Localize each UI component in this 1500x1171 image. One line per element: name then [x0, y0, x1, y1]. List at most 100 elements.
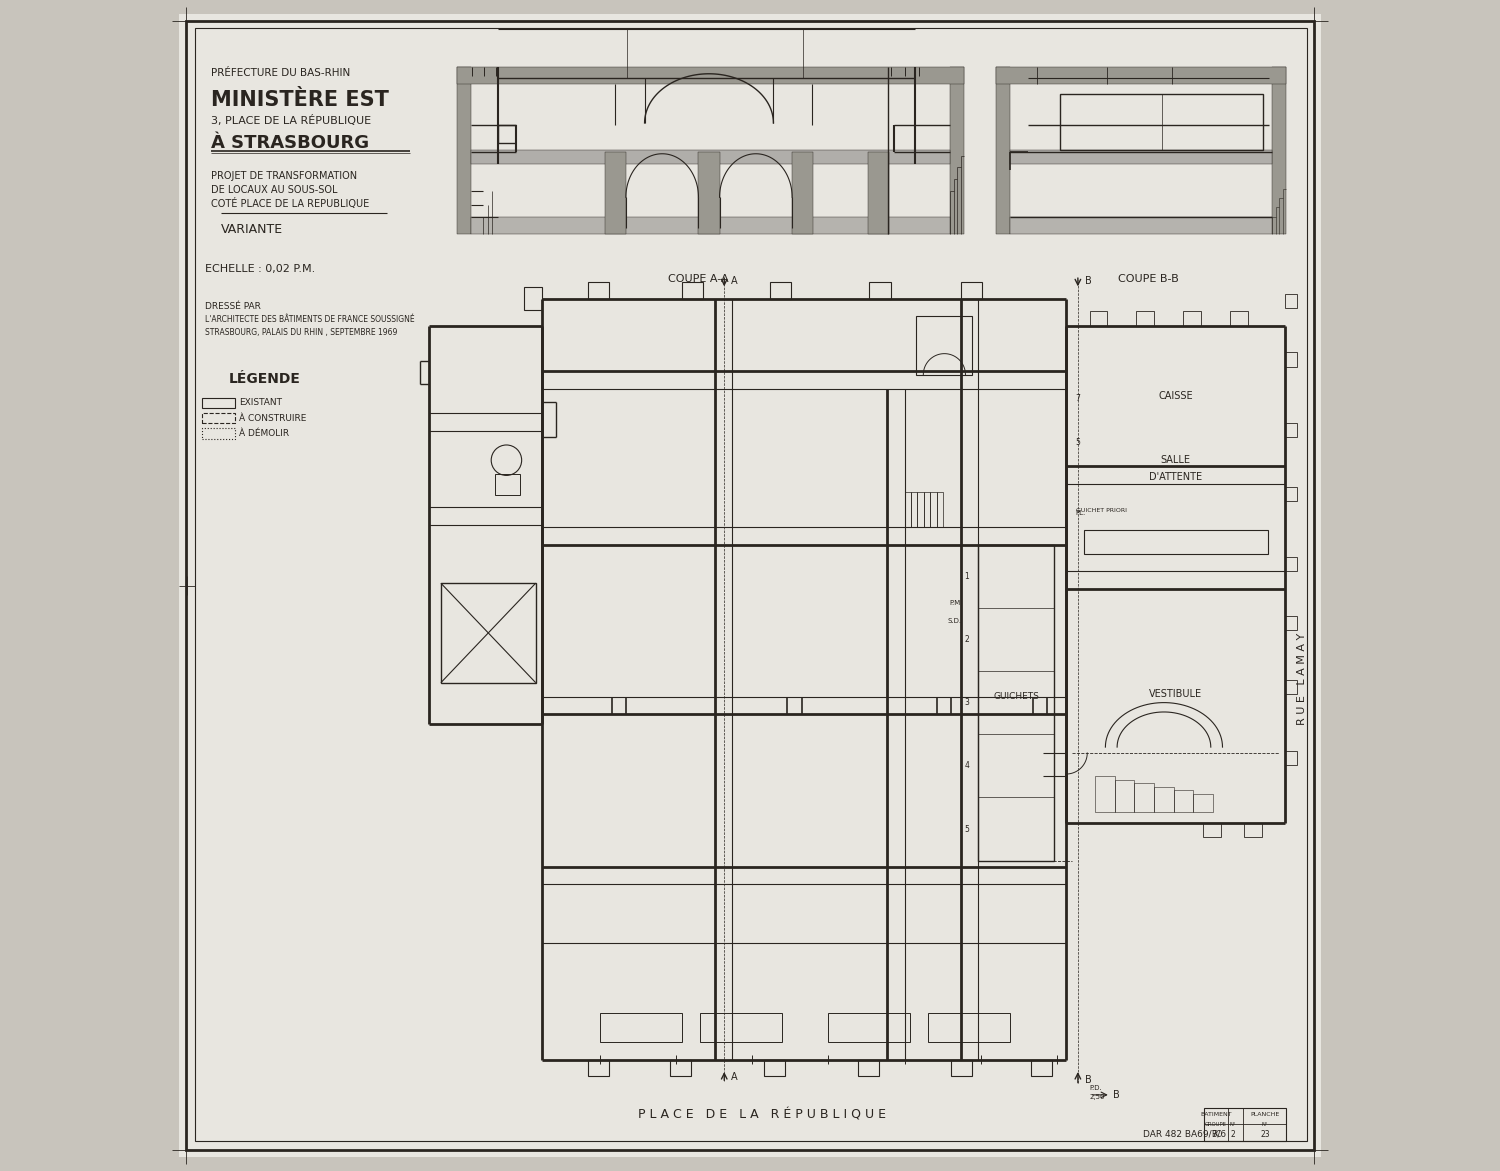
- Bar: [1010, 217, 1272, 234]
- Bar: [1134, 783, 1154, 812]
- Text: N°: N°: [1262, 1122, 1269, 1127]
- Bar: [670, 1060, 692, 1076]
- Text: P.M: P.M: [950, 600, 960, 607]
- Bar: [1244, 823, 1262, 837]
- Bar: [916, 316, 972, 375]
- Bar: [202, 429, 236, 438]
- Text: MINISTÈRE EST: MINISTÈRE EST: [211, 89, 388, 110]
- Bar: [1137, 311, 1154, 326]
- Bar: [1286, 423, 1298, 437]
- Text: LÉGENDE: LÉGENDE: [230, 372, 302, 386]
- Bar: [1154, 787, 1173, 812]
- Bar: [1204, 1108, 1287, 1141]
- Bar: [828, 1013, 910, 1042]
- Text: DAR 482 BA69/7/6: DAR 482 BA69/7/6: [1143, 1129, 1227, 1138]
- Bar: [918, 492, 924, 527]
- Text: GROUPE: GROUPE: [1204, 1122, 1227, 1127]
- Bar: [524, 287, 542, 310]
- Bar: [1184, 311, 1202, 326]
- Text: GUICHETS: GUICHETS: [993, 692, 1039, 701]
- Text: À DÉMOLIR: À DÉMOLIR: [240, 429, 290, 438]
- Text: B: B: [1113, 1090, 1120, 1100]
- Text: 5: 5: [1076, 438, 1080, 447]
- Text: CAISSE: CAISSE: [1158, 391, 1192, 400]
- Bar: [764, 1060, 784, 1076]
- Text: ECHELLE : 0,02 P.M.: ECHELLE : 0,02 P.M.: [206, 265, 315, 274]
- Text: BATIMENT: BATIMENT: [1200, 1112, 1231, 1117]
- Bar: [996, 67, 1010, 234]
- Text: N°: N°: [1228, 1122, 1236, 1127]
- Bar: [588, 1060, 609, 1076]
- Bar: [951, 1060, 972, 1076]
- Text: PLANCHE: PLANCHE: [1251, 1112, 1280, 1117]
- Text: B: B: [1084, 276, 1092, 286]
- Bar: [910, 492, 918, 527]
- Bar: [458, 67, 964, 84]
- Bar: [868, 152, 889, 234]
- Text: COUPE B-B: COUPE B-B: [1118, 274, 1179, 283]
- Text: PRÉFECTURE DU BAS-RHIN: PRÉFECTURE DU BAS-RHIN: [211, 68, 351, 77]
- Bar: [928, 1013, 1010, 1042]
- Bar: [870, 282, 891, 299]
- Text: STRASBOURG, PALAIS DU RHIN , SEPTEMBRE 1969: STRASBOURG, PALAIS DU RHIN , SEPTEMBRE 1…: [206, 328, 398, 337]
- Text: DRESSÉ PAR: DRESSÉ PAR: [206, 302, 261, 311]
- Bar: [924, 492, 930, 527]
- Text: SALLE: SALLE: [1161, 456, 1191, 465]
- Text: PROJET DE TRANSFORMATION: PROJET DE TRANSFORMATION: [211, 171, 357, 180]
- Bar: [930, 492, 938, 527]
- Text: COTÉ PLACE DE LA REPUBLIQUE: COTÉ PLACE DE LA REPUBLIQUE: [211, 198, 369, 210]
- Text: EXISTANT: EXISTANT: [240, 398, 282, 408]
- Bar: [1230, 311, 1248, 326]
- Bar: [202, 412, 236, 423]
- Bar: [1286, 751, 1298, 765]
- Text: 2: 2: [1230, 1130, 1234, 1139]
- Text: 2,50: 2,50: [1089, 1094, 1106, 1101]
- Text: D'ATTENTE: D'ATTENTE: [1149, 472, 1202, 481]
- Text: DE LOCAUX AU SOUS-SOL: DE LOCAUX AU SOUS-SOL: [211, 185, 338, 194]
- Bar: [458, 67, 471, 234]
- Text: VARIANTE: VARIANTE: [220, 222, 284, 237]
- Bar: [1286, 680, 1298, 694]
- Bar: [1114, 780, 1134, 812]
- Text: VESTIBULE: VESTIBULE: [1149, 690, 1202, 699]
- Bar: [600, 1013, 682, 1042]
- Bar: [1010, 150, 1272, 164]
- Text: 1: 1: [964, 571, 969, 581]
- Bar: [858, 1060, 879, 1076]
- Bar: [604, 152, 625, 234]
- Bar: [471, 150, 950, 164]
- Bar: [996, 67, 1287, 84]
- Text: 3: 3: [964, 698, 969, 707]
- Text: L'ARCHITECTE DES BÂTIMENTS DE FRANCE SOUSSIGNÉ: L'ARCHITECTE DES BÂTIMENTS DE FRANCE SOU…: [206, 315, 416, 324]
- Text: 23: 23: [1260, 1130, 1270, 1139]
- Bar: [1272, 67, 1287, 234]
- Bar: [1060, 94, 1263, 150]
- Text: BC: BC: [1210, 1130, 1221, 1139]
- Bar: [1083, 530, 1268, 554]
- Bar: [938, 492, 944, 527]
- Text: 2: 2: [964, 635, 969, 644]
- Text: 7: 7: [1076, 393, 1080, 403]
- Bar: [1286, 487, 1298, 501]
- Text: GUICHET PRIORI: GUICHET PRIORI: [1076, 508, 1126, 513]
- Text: B: B: [1084, 1075, 1092, 1084]
- Bar: [978, 545, 1054, 861]
- Text: S.D.: S.D.: [948, 617, 962, 624]
- Bar: [588, 282, 609, 299]
- Bar: [1173, 790, 1192, 812]
- Text: A: A: [732, 276, 738, 286]
- Bar: [1089, 311, 1107, 326]
- Bar: [1286, 557, 1298, 571]
- Bar: [495, 474, 520, 495]
- Bar: [441, 583, 536, 683]
- Bar: [699, 152, 720, 234]
- Bar: [471, 217, 950, 234]
- Bar: [682, 282, 703, 299]
- Text: COUPE A-A: COUPE A-A: [668, 274, 729, 283]
- Text: P.D.: P.D.: [1089, 1084, 1102, 1091]
- Bar: [1286, 616, 1298, 630]
- Text: PL.: PL.: [1076, 509, 1086, 516]
- Bar: [1286, 352, 1298, 367]
- Bar: [770, 282, 790, 299]
- Bar: [1192, 794, 1212, 812]
